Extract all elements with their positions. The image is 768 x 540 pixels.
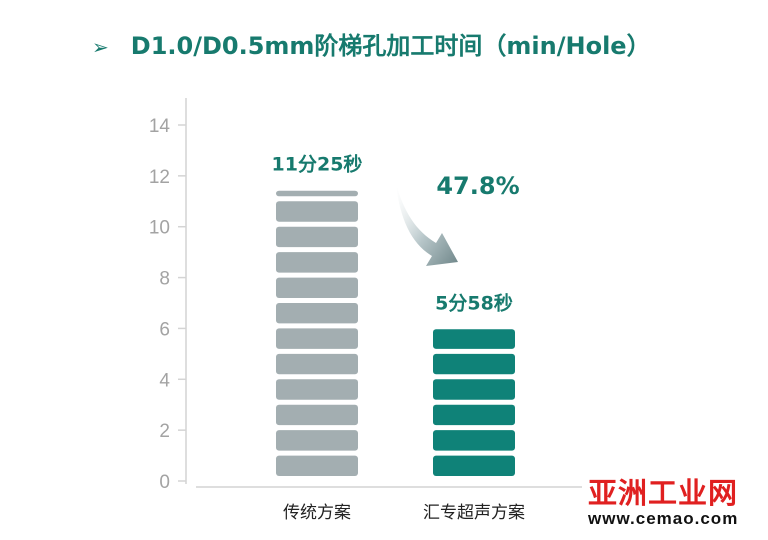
- x-category-label: 汇专超声方案: [423, 503, 525, 523]
- bar-segment: [276, 226, 358, 248]
- y-tick-label: 0: [159, 472, 170, 493]
- y-tick-label: 6: [159, 319, 170, 340]
- bar-segment: [433, 455, 515, 476]
- bar-segment: [433, 353, 515, 375]
- chart-title-text: D1.0/D0.5mm阶梯孔加工时间（min/Hole）: [130, 32, 651, 60]
- y-tick-label: 4: [159, 370, 170, 391]
- x-category-label: 传统方案: [283, 503, 351, 523]
- bar-segment: [276, 328, 358, 349]
- bar-segment: [276, 252, 358, 273]
- bar-segment: [433, 404, 515, 426]
- trend-arrow-icon: [396, 184, 458, 266]
- y-tick-label: 10: [149, 218, 170, 239]
- bar-data-label: 11分25秒: [272, 153, 363, 176]
- bar-segment: [276, 379, 358, 400]
- chart-title: ➢ D1.0/D0.5mm阶梯孔加工时间（min/Hole）: [92, 26, 651, 61]
- bullet-icon: ➢: [92, 35, 109, 59]
- bar-data-label: 5分58秒: [435, 291, 513, 314]
- bar-segment: [276, 430, 358, 451]
- y-tick-label: 2: [159, 421, 170, 442]
- bar-segment: [276, 303, 358, 324]
- y-tick-label: 8: [159, 269, 170, 290]
- bar-segment: [433, 379, 515, 400]
- bar-segment: [276, 277, 358, 298]
- bar-segment: [433, 329, 515, 349]
- bar-segment: [276, 404, 358, 426]
- y-axis-ticks: 0 2 4 6 8 10 12 14: [149, 116, 186, 493]
- bar-segment: [433, 430, 515, 451]
- watermark-url: www.cemao.com: [588, 509, 739, 528]
- bar-segment: [276, 455, 358, 476]
- watermark-logo: 亚洲工业网 www.cemao.com: [588, 478, 764, 536]
- watermark-brand: 亚洲工业网: [588, 476, 739, 510]
- y-tick-label: 14: [149, 116, 171, 137]
- bar: [433, 329, 515, 476]
- bar-segment: [276, 201, 358, 222]
- bar-segment: [276, 353, 358, 375]
- reduction-label: 47.8%: [436, 172, 519, 200]
- y-tick-label: 12: [149, 167, 170, 188]
- bar: [276, 190, 358, 476]
- bar-segment: [276, 190, 358, 197]
